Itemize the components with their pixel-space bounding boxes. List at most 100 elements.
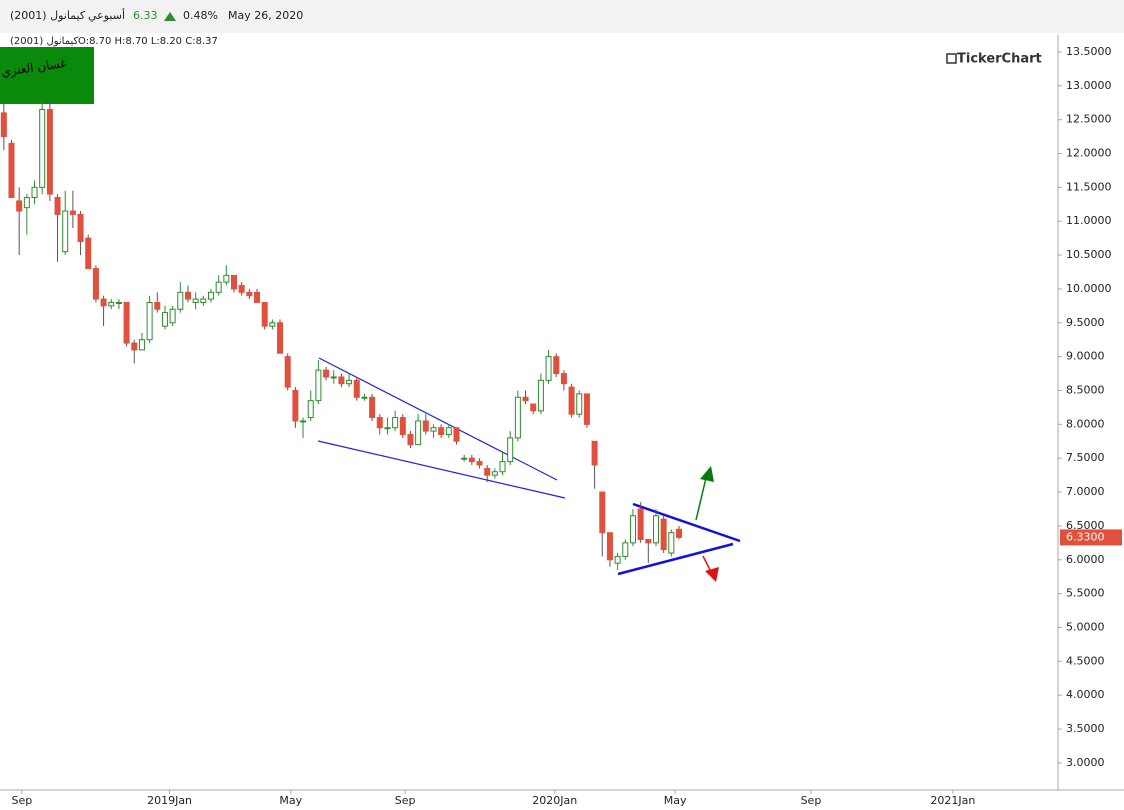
x-tick-label: Sep	[801, 794, 822, 807]
candle-body	[161, 312, 168, 327]
trendline	[318, 357, 558, 481]
candle-body	[77, 213, 84, 243]
candle-body	[376, 417, 383, 429]
candle-body	[0, 112, 7, 138]
candle-body	[292, 389, 299, 422]
last-price-label: 6.3300	[1066, 530, 1105, 543]
candle-body	[23, 197, 30, 209]
candle-body	[353, 379, 360, 398]
candle-body	[399, 417, 406, 436]
candle-body	[100, 298, 107, 307]
candle-body	[445, 427, 452, 436]
candle-body	[537, 379, 544, 412]
candle-body	[660, 518, 667, 551]
x-tick-label: 2020Jan	[532, 794, 577, 807]
candle-body	[637, 508, 644, 540]
y-tick-label: 9.0000	[1066, 350, 1105, 363]
candle-body	[207, 291, 214, 300]
candle-body	[215, 281, 222, 293]
candle-body	[300, 420, 307, 423]
y-tick-label: 7.0000	[1066, 485, 1105, 498]
y-tick-label: 13.5000	[1066, 45, 1112, 58]
candle-body	[507, 437, 514, 463]
candle-body	[392, 417, 399, 429]
candle-body	[330, 376, 337, 379]
candle-body	[54, 197, 61, 215]
badge	[0, 47, 94, 104]
candle-body	[123, 301, 130, 344]
arrow-line	[695, 477, 707, 521]
trendline	[317, 440, 566, 499]
y-tick-label: 4.5000	[1066, 654, 1105, 667]
candle-body	[468, 457, 475, 463]
candle-body	[8, 142, 15, 199]
y-tick-label: 11.5000	[1066, 180, 1112, 193]
candle-body	[146, 301, 153, 341]
legend-ohlc: O:8.70 H:8.70 L:8.20 C:8.37	[78, 36, 218, 47]
candle-body	[438, 427, 445, 436]
candle-body	[92, 268, 99, 300]
candle-body	[668, 532, 675, 554]
candle-body	[614, 555, 621, 564]
candle-body	[622, 542, 629, 557]
arrow-line	[702, 555, 712, 573]
candle-body	[231, 274, 238, 290]
candle-body	[583, 393, 590, 425]
candle-body	[522, 396, 529, 402]
candle-body	[369, 396, 376, 419]
candle-body	[675, 528, 682, 538]
y-tick-label: 11.0000	[1066, 214, 1112, 227]
candle-body	[629, 515, 636, 544]
header-date: May 26, 2020	[228, 9, 303, 22]
candle-body	[415, 420, 422, 446]
y-tick-label: 3.5000	[1066, 722, 1105, 735]
candle-body	[606, 532, 613, 561]
candle-body	[407, 434, 414, 446]
candle-body	[514, 396, 521, 439]
header-price: 6.33	[133, 9, 158, 22]
up-arrow-icon	[164, 12, 176, 21]
header-period: أسبوعي	[88, 8, 125, 22]
candle-body	[476, 461, 483, 466]
candle-body	[652, 515, 659, 544]
candle-body	[184, 291, 191, 300]
y-tick-label: 8.0000	[1066, 417, 1105, 430]
candle-body	[69, 210, 76, 215]
candle-body	[31, 186, 38, 199]
y-tick-label: 13.0000	[1066, 79, 1112, 92]
up-arrowhead	[700, 466, 714, 482]
y-tick-label: 3.0000	[1066, 756, 1105, 769]
last-price-box	[1060, 529, 1122, 546]
candle-body	[346, 379, 353, 385]
legend-symbol: كيمانول (2001)	[10, 36, 79, 47]
candle-body	[461, 457, 468, 460]
candle-body	[530, 403, 537, 412]
candle-body	[39, 108, 46, 188]
candle-body	[576, 393, 583, 415]
candle-body	[491, 471, 498, 476]
candle-body	[545, 356, 552, 381]
trendline	[632, 502, 741, 543]
x-tick-label: 2019Jan	[147, 794, 192, 807]
candle-body	[361, 396, 368, 399]
candle-body	[16, 200, 23, 212]
candle-body	[131, 342, 138, 351]
logo-icon	[946, 53, 957, 64]
candle-body	[384, 427, 391, 430]
candle-body	[315, 369, 322, 402]
y-tick-label: 6.5000	[1066, 519, 1105, 532]
header-bar	[0, 0, 1124, 33]
candle-body	[269, 322, 276, 327]
y-tick-label: 10.0000	[1066, 282, 1112, 295]
candle-body	[499, 461, 506, 473]
candle-body	[108, 301, 115, 307]
candle-body	[200, 298, 207, 303]
candle-body	[169, 308, 176, 324]
candle-body	[484, 467, 491, 476]
down-arrowhead	[705, 567, 719, 582]
logo: TickerChart	[957, 52, 1042, 67]
x-tick-label: May	[279, 794, 302, 807]
candle-body	[323, 369, 330, 378]
y-tick-label: 12.0000	[1066, 146, 1112, 159]
